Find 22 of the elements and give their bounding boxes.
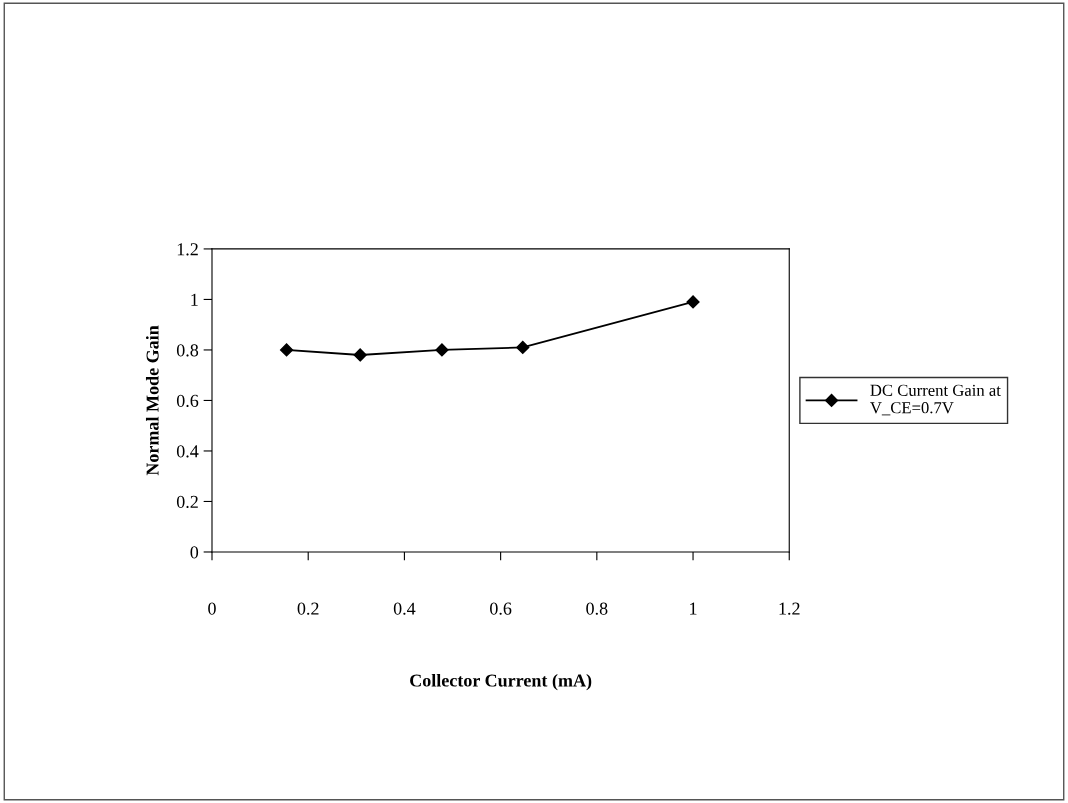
point	[279, 343, 294, 357]
y-axis-title: Normal Mode Gain	[145, 325, 159, 476]
x-tick-label: 0.4	[393, 602, 416, 615]
legend-label: DC Current Gain at V_CE=0.7V	[870, 384, 1001, 416]
x-tick-label: 0.2	[297, 602, 319, 615]
point	[686, 295, 700, 309]
x-tick-label: 0.6	[490, 602, 512, 615]
y-tick-label: 1	[191, 293, 198, 306]
y-tick-label: 0.2	[176, 495, 198, 508]
x-tick-label: 0	[208, 602, 216, 615]
y-tick-label: 0.6	[176, 394, 199, 407]
x-tick-label: 0.8	[586, 602, 608, 615]
x-tick-label: 1	[690, 602, 697, 615]
x-tick-label: 1.2	[779, 602, 800, 615]
point	[435, 343, 449, 357]
point	[516, 340, 530, 355]
point	[353, 348, 367, 362]
y-tick-label: 0	[190, 546, 199, 559]
x-axis-title: Collector Current (mA)	[410, 673, 592, 691]
y-tick-label: 0.8	[176, 344, 199, 357]
y-tick-label: 1.2	[177, 243, 198, 256]
y-tick-label: 0.4	[176, 445, 199, 458]
